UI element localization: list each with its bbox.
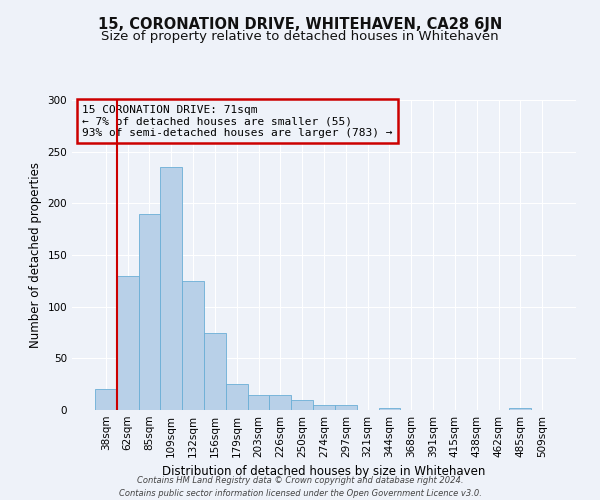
Text: 15 CORONATION DRIVE: 71sqm
← 7% of detached houses are smaller (55)
93% of semi-: 15 CORONATION DRIVE: 71sqm ← 7% of detac… [82,104,392,138]
Bar [248,394,269,410]
Text: 15, CORONATION DRIVE, WHITEHAVEN, CA28 6JN: 15, CORONATION DRIVE, WHITEHAVEN, CA28 6… [98,18,502,32]
Bar [313,405,335,410]
Text: Size of property relative to detached houses in Whitehaven: Size of property relative to detached ho… [101,30,499,43]
Bar [117,276,139,410]
Bar [160,167,182,410]
Bar [95,390,117,410]
Y-axis label: Number of detached properties: Number of detached properties [29,162,42,348]
X-axis label: Distribution of detached houses by size in Whitehaven: Distribution of detached houses by size … [163,466,485,478]
Bar [182,281,204,410]
Bar [379,408,400,410]
Bar [226,384,248,410]
Bar [269,394,291,410]
Text: Contains HM Land Registry data © Crown copyright and database right 2024.
Contai: Contains HM Land Registry data © Crown c… [119,476,481,498]
Bar [291,400,313,410]
Bar [335,405,357,410]
Bar [204,332,226,410]
Bar [139,214,160,410]
Bar [509,408,531,410]
